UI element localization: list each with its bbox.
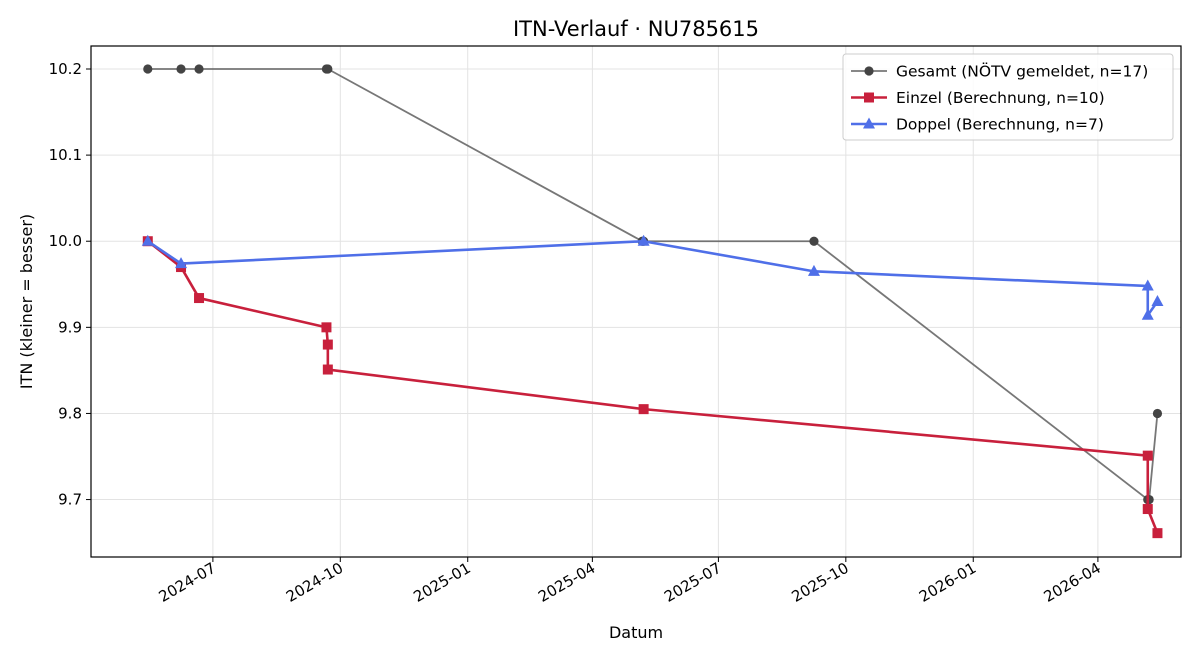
legend-marker-gesamt [864, 66, 874, 76]
x-tick-label: 2025-01 [410, 559, 473, 606]
legend-box [842, 53, 1174, 141]
legend-label-einzel: Einzel (Berechnung, n=10) [896, 89, 1105, 107]
data-point-gesamt [143, 64, 153, 74]
data-point-doppel [141, 234, 154, 246]
series-line-doppel [147, 239, 1159, 317]
data-point-doppel [1151, 295, 1164, 306]
y-tick-label: 10.0 [49, 232, 82, 250]
legend-label-doppel: Doppel (Berechnung, n=7) [896, 116, 1104, 134]
series-line-einzel [146, 240, 1159, 534]
data-point-doppel [1141, 308, 1154, 320]
x-tick-label: 2026-04 [1041, 559, 1104, 606]
series-layer [141, 64, 1164, 539]
x-axis: 2024-07 2024-10 2025-01 2025-04 2025-07 2025-… [156, 557, 1104, 606]
data-point-einzel [1142, 450, 1153, 461]
y-axis-title: ITN (kleiner = besser) [17, 214, 36, 389]
x-tick-label: 2025-04 [535, 559, 598, 606]
data-point-einzel [321, 322, 332, 333]
series-doppel [141, 234, 1164, 320]
y-tick-label: 9.8 [58, 404, 82, 422]
y-tick-label: 9.7 [58, 491, 82, 509]
data-point-gesamt [1144, 494, 1154, 505]
data-point-doppel [1141, 279, 1154, 291]
data-point-einzel [1152, 528, 1163, 539]
chart-title: ITN-Verlauf · NU785615 [513, 17, 759, 41]
data-point-doppel [175, 257, 188, 269]
y-axis: 9.7 9.8 9.9 10.0 10.1 10.2 [49, 60, 91, 509]
data-point-einzel [322, 364, 333, 375]
legend-marker-doppel [863, 117, 875, 129]
data-point-gesamt [1152, 408, 1163, 419]
data-point-doppel [637, 234, 650, 246]
x-tick-label: 2024-07 [156, 559, 219, 606]
y-tick-label: 10.1 [49, 146, 82, 164]
legend-label-gesamt: Gesamt (NÖTV gemeldet, n=17) [896, 62, 1148, 81]
data-point-doppel [807, 264, 820, 276]
data-point-gesamt [194, 64, 204, 74]
legend-item-doppel: Doppel (Berechnung, n=7) [851, 116, 1104, 134]
series-einzel [142, 236, 1163, 539]
x-tick-label: 2026-01 [916, 559, 979, 606]
legend: Gesamt (NÖTV gemeldet, n=17) Einzel (Bere… [842, 53, 1174, 141]
data-point-gesamt [809, 236, 819, 246]
data-point-einzel [194, 293, 205, 304]
legend-item-gesamt: Gesamt (NÖTV gemeldet, n=17) [851, 62, 1148, 81]
x-tick-label: 2025-10 [789, 559, 852, 606]
y-tick-label: 9.9 [58, 318, 82, 336]
x-tick-label: 2025-07 [661, 559, 724, 606]
data-point-einzel [1142, 504, 1153, 515]
x-axis-title: Datum [609, 623, 663, 642]
data-point-gesamt [323, 64, 333, 74]
plot-frame [90, 45, 1182, 558]
legend-item-einzel: Einzel (Berechnung, n=10) [851, 89, 1105, 107]
x-tick-label: 2024-10 [283, 559, 346, 606]
y-tick-label: 10.2 [49, 60, 82, 78]
data-point-einzel [638, 404, 649, 415]
data-point-einzel [322, 339, 333, 350]
data-point-gesamt [176, 64, 186, 74]
legend-marker-einzel [864, 92, 874, 103]
